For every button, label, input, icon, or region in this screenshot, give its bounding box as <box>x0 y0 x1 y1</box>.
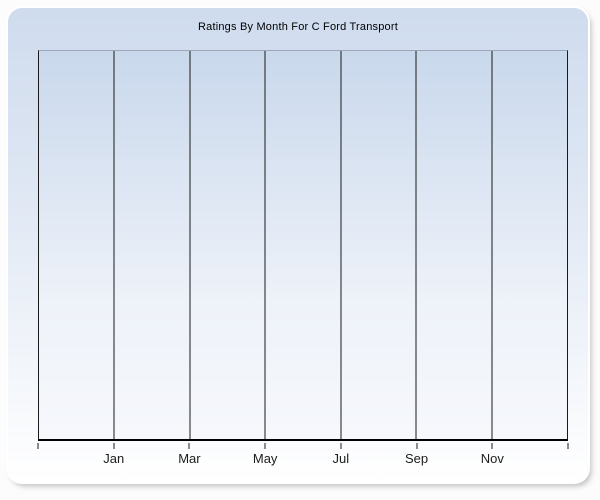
gridline <box>189 51 191 439</box>
x-tick <box>567 443 569 449</box>
x-tick <box>264 443 266 449</box>
x-tick <box>340 443 342 449</box>
x-tick-label: May <box>252 451 278 466</box>
x-axis: Jan Mar May Jul Sep Nov <box>37 443 569 473</box>
x-tick <box>188 443 190 449</box>
x-tick <box>416 443 418 449</box>
x-tick-label: Jan <box>103 451 125 466</box>
x-tick-label: Mar <box>178 451 201 466</box>
gridline <box>113 51 115 439</box>
x-tick-label: Nov <box>480 451 504 466</box>
x-tick <box>37 443 39 449</box>
gridline <box>340 51 342 439</box>
chart-title: Ratings By Month For C Ford Transport <box>198 21 398 33</box>
gridline <box>491 51 493 439</box>
x-tick <box>491 443 493 449</box>
gridline <box>415 51 417 439</box>
chart-panel: Ratings By Month For C Ford Transport Ja… <box>8 8 588 482</box>
x-tick <box>113 443 115 449</box>
plot-area <box>38 50 568 441</box>
x-tick-label: Jul <box>332 451 350 466</box>
x-tick-label: Sep <box>404 451 429 466</box>
gridline <box>264 51 266 439</box>
